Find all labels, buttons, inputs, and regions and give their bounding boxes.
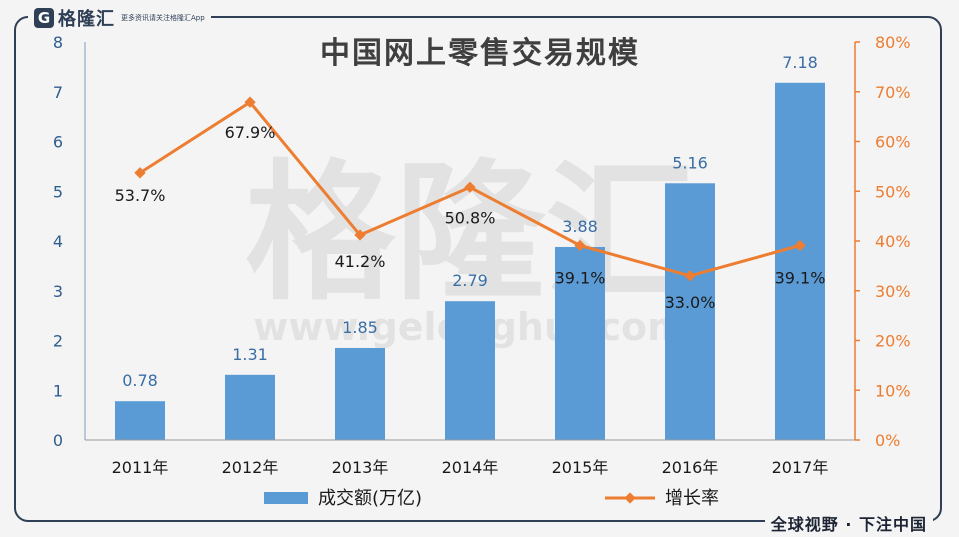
- right-axis-tick-label: 80%: [875, 33, 911, 52]
- left-axis-tick-label: 2: [53, 332, 63, 351]
- growth-rate-label: 41.2%: [335, 252, 386, 271]
- growth-rate-marker: [684, 270, 696, 282]
- left-axis-tick-label: 5: [53, 182, 63, 201]
- x-axis-tick-label: 2013年: [332, 458, 389, 477]
- legend-line-label: 增长率: [665, 488, 719, 509]
- x-axis-tick-label: 2012年: [222, 458, 279, 477]
- right-axis-tick-label: 70%: [875, 83, 911, 102]
- bar-value-label: 0.78: [122, 371, 158, 390]
- left-axis-tick-label: 3: [53, 282, 63, 301]
- growth-rate-label: 67.9%: [225, 123, 276, 142]
- growth-rate-label: 53.7%: [115, 186, 166, 205]
- growth-rate-marker: [354, 229, 366, 241]
- x-axis-tick-label: 2015年: [552, 458, 609, 477]
- watermark-logo-text: 格隆汇: [245, 147, 695, 321]
- growth-rate-label: 33.0%: [665, 293, 716, 312]
- bar-2013年: [335, 347, 385, 440]
- x-axis-tick-label: 2014年: [442, 458, 499, 477]
- bar-value-label: 2.79: [452, 271, 488, 290]
- bar-value-label: 1.31: [232, 345, 268, 364]
- x-axis-tick-label: 2011年: [112, 458, 169, 477]
- legend: 成交额(万亿) 增长率: [264, 488, 719, 509]
- legend-line-marker: [624, 492, 636, 504]
- left-axis-tick-label: 7: [53, 83, 63, 102]
- growth-rate-label: 39.1%: [775, 268, 826, 287]
- left-axis-tick-label: 8: [53, 33, 63, 52]
- right-axis-tick-label: 30%: [875, 282, 911, 301]
- bar-2011年: [115, 401, 165, 440]
- growth-rate-marker: [464, 181, 476, 193]
- right-axis-tick-label: 0%: [875, 431, 900, 450]
- right-axis-tick-label: 10%: [875, 381, 911, 400]
- bar-2015年: [555, 246, 605, 440]
- left-axis-tick-label: 1: [53, 381, 63, 400]
- growth-rate-label: 50.8%: [445, 208, 496, 227]
- left-axis-tick-label: 0: [53, 431, 63, 450]
- right-axis-tick-label: 50%: [875, 182, 911, 201]
- right-axis-tick-label: 20%: [875, 332, 911, 351]
- chart-title: 中国网上零售交易规模: [320, 36, 640, 71]
- bar-2012年: [225, 374, 275, 440]
- brand-logo: G 格隆汇 更多资讯请关注格隆汇App: [28, 4, 211, 32]
- bar-2017年: [775, 82, 825, 441]
- left-axis-tick-label: 4: [53, 232, 63, 251]
- bar-value-label: 3.88: [562, 217, 598, 236]
- legend-bar-label: 成交额(万亿): [318, 488, 422, 509]
- growth-rate-marker: [134, 167, 146, 179]
- logo-tagline: 更多资讯请关注格隆汇App: [121, 14, 205, 22]
- x-axis-tick-label: 2016年: [662, 458, 719, 477]
- bar-value-label: 5.16: [672, 153, 708, 172]
- logo-g-icon: G: [34, 8, 54, 28]
- bar-2014年: [445, 301, 495, 440]
- left-axis-tick-label: 6: [53, 133, 63, 152]
- bar-value-label: 7.18: [782, 53, 818, 72]
- growth-rate-marker: [574, 239, 586, 252]
- right-axis-tick-label: 60%: [875, 133, 911, 152]
- x-axis-tick-label: 2017年: [772, 458, 829, 477]
- legend-bar-swatch: [264, 492, 308, 504]
- right-axis-tick-label: 40%: [875, 232, 911, 251]
- bar-value-label: 1.85: [342, 318, 378, 337]
- logo-name: 格隆汇: [58, 9, 115, 30]
- growth-rate-label: 39.1%: [555, 268, 606, 287]
- chart-frame: [14, 16, 942, 522]
- bar-2016年: [665, 183, 715, 441]
- growth-rate-marker: [794, 239, 806, 252]
- slogan: 全球视野 · 下注中国: [764, 511, 933, 535]
